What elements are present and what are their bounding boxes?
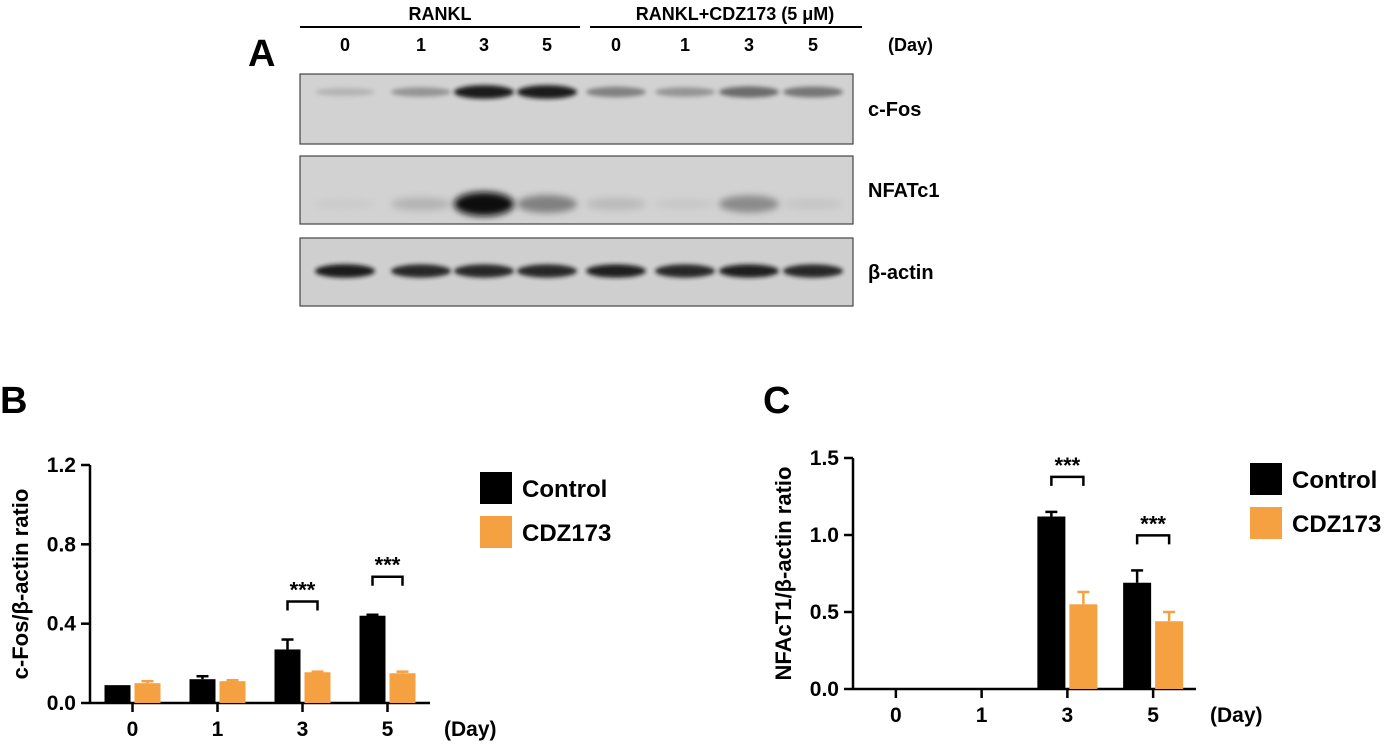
blot-band (391, 197, 451, 211)
x-tick-label: 3 (297, 718, 309, 741)
blot-band (391, 87, 451, 97)
blot-band (783, 198, 843, 210)
blot-band (586, 86, 646, 98)
lane-day-label: 3 (744, 35, 754, 55)
blot-band (586, 264, 646, 278)
y-tick-label: 0.8 (47, 533, 77, 556)
panel-c-letter: C (763, 380, 790, 422)
x-unit-label: (Day) (444, 718, 497, 741)
group-label-rankl: RANKL (409, 4, 472, 24)
bar-control (274, 649, 301, 703)
x-tick-label: 3 (1062, 704, 1074, 727)
y-tick-label: 1.5 (810, 447, 840, 470)
blot-band (454, 192, 514, 216)
significance-bracket (1135, 534, 1171, 545)
day-unit-label: (Day) (888, 35, 933, 55)
significance-label: *** (375, 553, 401, 578)
western-blots: c-Fos NFATc1 β-actin (299, 73, 940, 307)
lane-day-label: 3 (479, 35, 489, 55)
bar-cdz173 (1069, 604, 1098, 689)
y-tick-label: 0.4 (47, 613, 77, 636)
panel-b-letter: B (0, 380, 27, 422)
blot-band (454, 264, 514, 278)
blot-band (517, 195, 577, 213)
lane-day-label: 1 (680, 35, 690, 55)
legend-label: CDZ173 (1292, 511, 1381, 538)
y-tick-label: 1.2 (47, 454, 76, 477)
bar-cdz173 (304, 672, 331, 703)
legend-swatch-cdz173 (480, 516, 512, 548)
blot-0: c-Fos (299, 73, 921, 145)
chart-b: 0.0 0.4 0.8 1.2 c-Fos/β-actin ratio 0 1 3 5 *** **… (8, 454, 611, 741)
significance-bracket (371, 575, 404, 586)
blot-label: NFATc1 (868, 180, 940, 202)
blot-band (454, 85, 514, 99)
significance-label: *** (290, 578, 316, 603)
x-tick-label: 0 (127, 718, 139, 741)
y-tick-label: 0.0 (810, 678, 839, 701)
group-label-cdz: RANKL+CDZ173 (5 μM) (636, 4, 835, 24)
x-unit-label: (Day) (1210, 704, 1263, 727)
legend-swatch-control (1250, 463, 1282, 495)
blot-2: β-actin (299, 237, 934, 307)
x-tick-label: 0 (890, 704, 902, 727)
legend-label: CDZ173 (522, 520, 611, 547)
blot-band (719, 86, 779, 98)
significance-label: *** (1140, 511, 1166, 536)
significance-label: *** (1055, 453, 1081, 478)
blot-band (783, 86, 843, 98)
lane-day-label: 0 (340, 35, 350, 55)
bar-control (359, 615, 386, 703)
blot-band (655, 198, 715, 210)
legend-swatch-cdz173 (1250, 507, 1282, 539)
bar-cdz173 (219, 681, 246, 703)
significance-bracket (286, 600, 319, 611)
bar-control (1037, 516, 1066, 689)
panel-a-letter: A (248, 33, 275, 75)
lane-day-labels: 0 1 3 5 0 1 3 5 (340, 35, 818, 55)
bar-control (1123, 582, 1152, 689)
bar-cdz173 (389, 673, 416, 703)
blot-1: NFATc1 (299, 155, 940, 225)
legend-swatch-control (480, 472, 512, 504)
y-tick-label: 1.0 (810, 524, 839, 547)
bar-cdz173 (1155, 621, 1184, 689)
lane-day-label: 0 (611, 35, 621, 55)
blot-band (586, 197, 646, 211)
bar-cdz173 (134, 683, 161, 703)
blot-band (655, 87, 715, 97)
y-axis-title: c-Fos/β-actin ratio (8, 489, 33, 680)
blot-band (315, 264, 375, 278)
blot-band (719, 195, 779, 213)
blot-band (315, 198, 375, 210)
blot-band (391, 264, 451, 278)
blot-band (517, 85, 577, 99)
chart-c: 0.0 0.5 1.0 1.5 NFAcT1/β-actin ratio 0 1 3 5 *** *… (771, 447, 1381, 727)
y-axis-title: NFAcT1/β-actin ratio (771, 467, 796, 681)
bar-control (104, 685, 131, 703)
blot-membrane (299, 155, 854, 225)
x-tick-label: 1 (212, 718, 224, 741)
blot-band (783, 264, 843, 278)
x-tick-label: 5 (382, 718, 394, 741)
blot-band (655, 264, 715, 278)
x-tick-label: 5 (1147, 704, 1159, 727)
lane-day-label: 5 (808, 35, 818, 55)
legend-label: Control (1292, 467, 1377, 494)
legend-label: Control (522, 476, 607, 503)
blot-band (315, 88, 375, 96)
lane-day-label: 5 (542, 35, 552, 55)
significance-bracket (1050, 475, 1085, 486)
blot-membrane (299, 73, 854, 145)
blot-label: c-Fos (868, 99, 921, 121)
y-tick-label: 0.0 (47, 692, 76, 715)
y-tick-label: 0.5 (810, 601, 840, 624)
x-tick-label: 1 (976, 704, 988, 727)
blot-band (517, 264, 577, 278)
lane-day-label: 1 (416, 35, 426, 55)
blot-band (719, 264, 779, 278)
bar-control (189, 679, 216, 703)
blot-label: β-actin (868, 262, 934, 284)
